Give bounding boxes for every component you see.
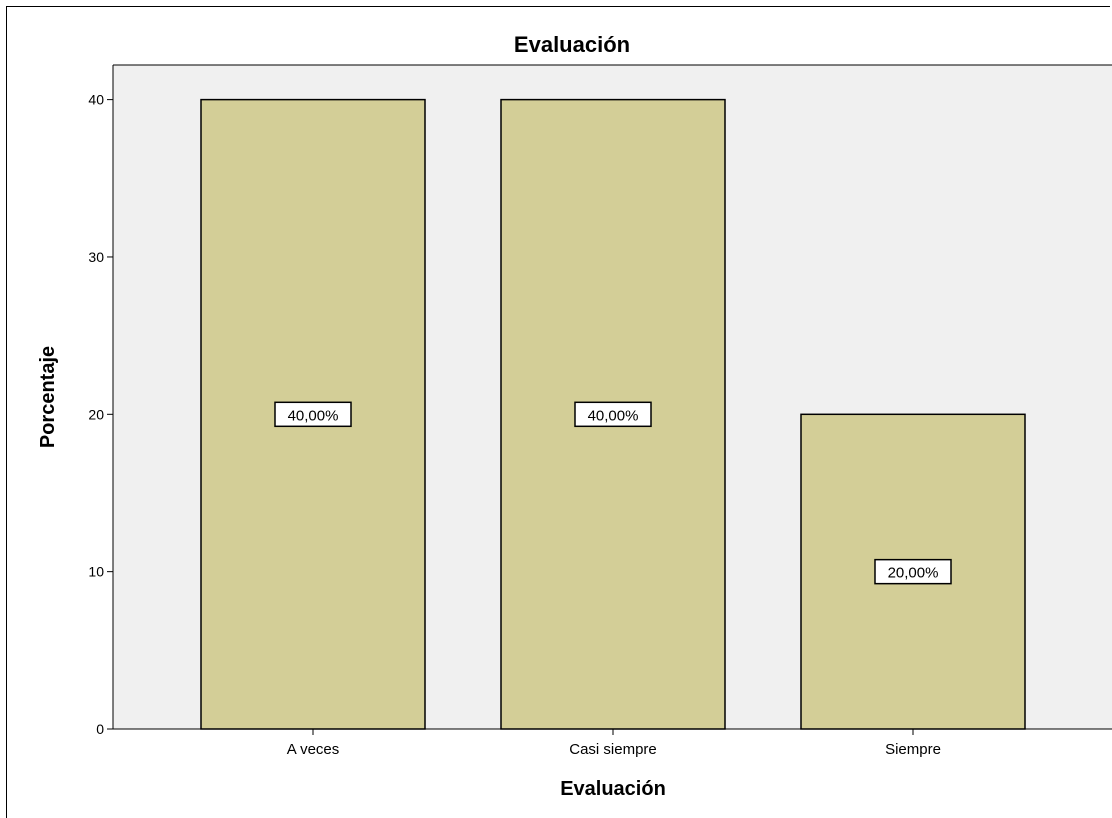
- x-axis-label: Evaluación: [560, 778, 666, 800]
- data-labels-group: 40,00% 40,00% 20,00%: [274, 401, 952, 585]
- chart-title: Evaluación: [514, 32, 630, 57]
- x-tick-label: Siempre: [885, 741, 941, 758]
- x-tick-label: A veces: [287, 741, 340, 758]
- y-tick-label: 40: [88, 92, 104, 108]
- y-tick-label: 30: [88, 249, 104, 265]
- data-label: 40,00%: [588, 407, 639, 424]
- y-axis-label: Porcentaje: [37, 346, 59, 448]
- data-label: 20,00%: [888, 565, 939, 582]
- y-tick-label: 10: [88, 564, 104, 580]
- y-ticks-group: 0 10 20 30 40: [88, 92, 113, 737]
- x-ticks-group: A veces Casi siempre Siempre: [287, 729, 941, 758]
- data-label-box: [574, 401, 652, 428]
- y-tick-label: 0: [96, 721, 104, 737]
- data-label: 40,00%: [288, 407, 339, 424]
- x-tick-label: Casi siempre: [569, 741, 657, 758]
- y-tick-label: 20: [88, 406, 104, 422]
- data-label-box: [274, 401, 352, 428]
- chart-frame: [6, 6, 1110, 818]
- data-label-box: [874, 558, 952, 585]
